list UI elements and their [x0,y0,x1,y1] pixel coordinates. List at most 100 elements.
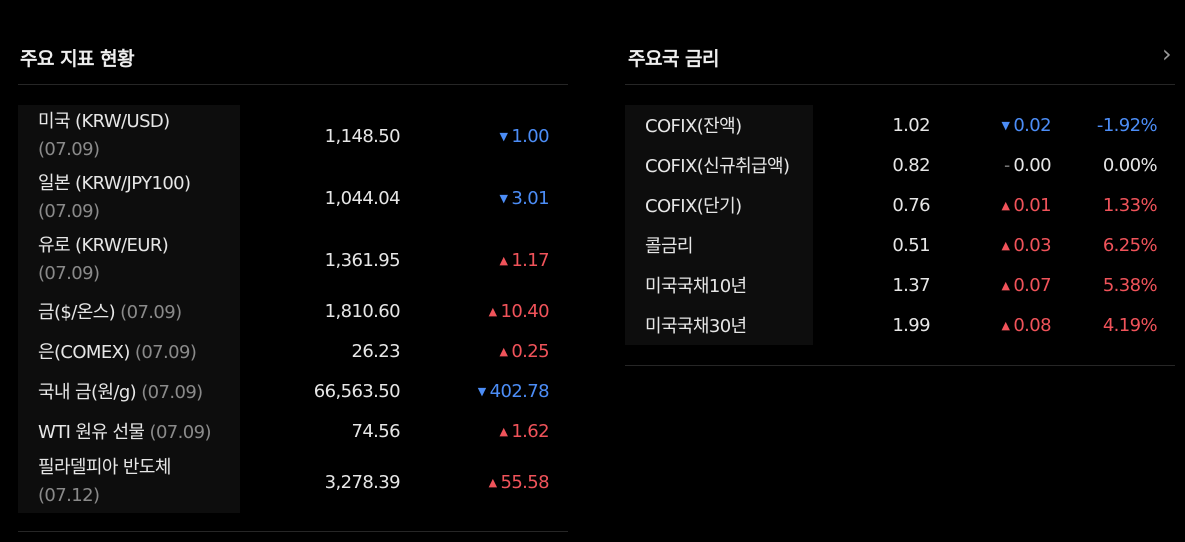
indicator-name: 금($/온스) [38,302,116,323]
change-cell: ▲ 55.58 [400,471,550,493]
label-line: 국내 금(원/g) (07.09) [38,378,240,404]
change-cell: ▲ 0.25 [400,341,549,362]
change-cell: ▲ 0.08 [930,315,1051,336]
change-arrow: ▲ [499,424,508,438]
change-cell: ▲ 10.40 [400,300,550,322]
rate-name: COFIX(신규취급액) [645,156,790,177]
label-cell: 미국 (KRW/USD) (07.09) [18,105,240,167]
rate-name: COFIX(단기) [645,196,742,217]
rate-row: 미국국채30년 1.99 ▲ 0.08 4.19% [625,305,1175,345]
label-cell: 미국국채10년 [625,265,813,305]
indicator-row: 필라델피아 반도체 (07.12) 3,278.39 ▲ 55.58 [18,451,568,513]
rate-row: COFIX(신규취급액) 0.82–0.00 0.00% [625,145,1175,185]
change-value: 55.58 [500,471,549,493]
indicator-name: 일본 (KRW/JPY100) [38,173,191,194]
indicator-value: 66,563.50 [313,380,401,402]
label-line: 금($/온스) (07.09) [38,298,240,324]
change-value: 1.17 [511,249,549,271]
change-rate: 6.25% [1102,234,1158,256]
panel-title: 주요 지표 현황 [20,48,135,70]
change-value: 10.40 [500,300,549,322]
label-cell: COFIX(단기) [625,185,813,225]
change-value: 0.25 [511,340,549,362]
change-cell: ▲ 1.62 [400,421,549,442]
label-cell: 콜금리 [625,225,813,265]
change-arrow: ▲ [488,475,497,489]
rate-name: 콜금리 [645,236,693,257]
indicator-value: 1,044.04 [324,187,401,209]
rate-value: 1.02 [892,114,930,136]
label-line: WTI 원유 선물 (07.09) [38,418,240,444]
change-cell: ▲ 1.17 [400,250,549,271]
rate-value: 0.82 [892,154,930,176]
label-cell: 금($/온스) (07.09) [18,291,240,331]
rate-value: 0.76 [892,194,930,216]
change-cell: ▼ 3.01 [400,188,549,209]
label-cell: WTI 원유 선물 (07.09) [18,411,240,451]
change-value: 1.00 [511,125,549,147]
indicator-name: 유로 (KRW/EUR) [38,235,169,256]
change-arrow: ▲ [488,304,497,318]
indicators-table: 미국 (KRW/USD) (07.09) 1,148.50 ▼ 1.00 일본 (KRW/… [18,84,568,532]
change-cell: ▼ 0.02 [930,115,1051,136]
label-cell: 국내 금(원/g) (07.09) [18,371,240,411]
indicator-date: (07.09) [38,263,100,284]
rate-name: COFIX(잔액) [645,116,742,137]
indicator-row: 금($/온스) (07.09) 1,810.60 ▲ 10.40 [18,291,568,331]
rate-row: COFIX(잔액) 1.02 ▼ 0.02 -1.92% [625,105,1175,145]
change-value: 0.07 [1013,274,1051,296]
label-cell: COFIX(신규취급액) [625,145,813,185]
rate-row: COFIX(단기) 0.76 ▲ 0.01 1.33% [625,185,1175,225]
rate-value: 0.51 [892,234,930,256]
change-cell: ▲ 0.01 [930,195,1051,216]
indicator-row: 미국 (KRW/USD) (07.09) 1,148.50 ▼ 1.00 [18,105,568,167]
change-value: 0.03 [1013,234,1051,256]
label-cell: 은(COMEX) (07.09) [18,331,240,371]
indicator-date: (07.09) [38,139,100,160]
indicator-name: 국내 금(원/g) [38,382,137,403]
change-arrow: ▼ [499,191,508,205]
indicator-value: 1,810.60 [324,300,401,322]
change-cell: ▼ 1.00 [400,126,549,147]
change-arrow: ▲ [499,344,508,358]
change-cell: ▲ 0.03 [930,235,1051,256]
label-cell: 필라델피아 반도체 (07.12) [18,451,240,513]
label-cell: 유로 (KRW/EUR) (07.09) [18,229,240,291]
change-value: 0.08 [1013,314,1051,336]
change-rate: -1.92% [1096,114,1158,136]
change-arrow: ▼ [499,129,508,143]
change-arrow: ▲ [1001,238,1010,252]
change-value: 402.78 [489,380,550,402]
change-arrow: ▼ [1001,118,1010,132]
indicator-name: 은(COMEX) [38,342,130,363]
change-value: 0.01 [1013,194,1051,216]
rate-name: 미국국채10년 [645,276,747,297]
indicator-row: 은(COMEX) (07.09) 26.23 ▲ 0.25 [18,331,568,371]
change-arrow: ▲ [1001,198,1010,212]
change-arrow: ▲ [1001,278,1010,292]
indicator-date: (07.09) [38,201,100,222]
indicator-value: 26.23 [351,340,400,362]
indicator-name: 미국 (KRW/USD) [38,111,170,132]
change-value: 3.01 [511,187,549,209]
change-rate: 4.19% [1102,314,1158,336]
rates-table: COFIX(잔액) 1.02 ▼ 0.02 -1.92% COFIX(신규취급액) 0.82… [625,84,1175,366]
change-value: 1.62 [511,420,549,442]
label-line: 은(COMEX) (07.09) [38,338,240,364]
change-rate: 0.00% [1102,154,1158,176]
more-link[interactable]: › [1162,40,1172,68]
indicator-date: (07.09) [120,302,182,323]
label-cell: 미국국채30년 [625,305,813,345]
label-cell: 일본 (KRW/JPY100) (07.09) [18,167,240,229]
indicator-name: WTI 원유 선물 [38,422,145,443]
change-arrow: – [1004,158,1010,172]
indicator-row: 유로 (KRW/EUR) (07.09) 1,361.95 ▲ 1.17 [18,229,568,291]
indicator-date: (07.12) [38,485,100,506]
change-rate: 1.33% [1102,194,1158,216]
change-arrow: ▲ [499,253,508,267]
indicator-date: (07.09) [134,342,197,363]
change-arrow: ▼ [477,384,486,398]
indicator-row: WTI 원유 선물 (07.09) 74.56 ▲ 1.62 [18,411,568,451]
change-cell: ▼ 402.78 [400,380,550,402]
